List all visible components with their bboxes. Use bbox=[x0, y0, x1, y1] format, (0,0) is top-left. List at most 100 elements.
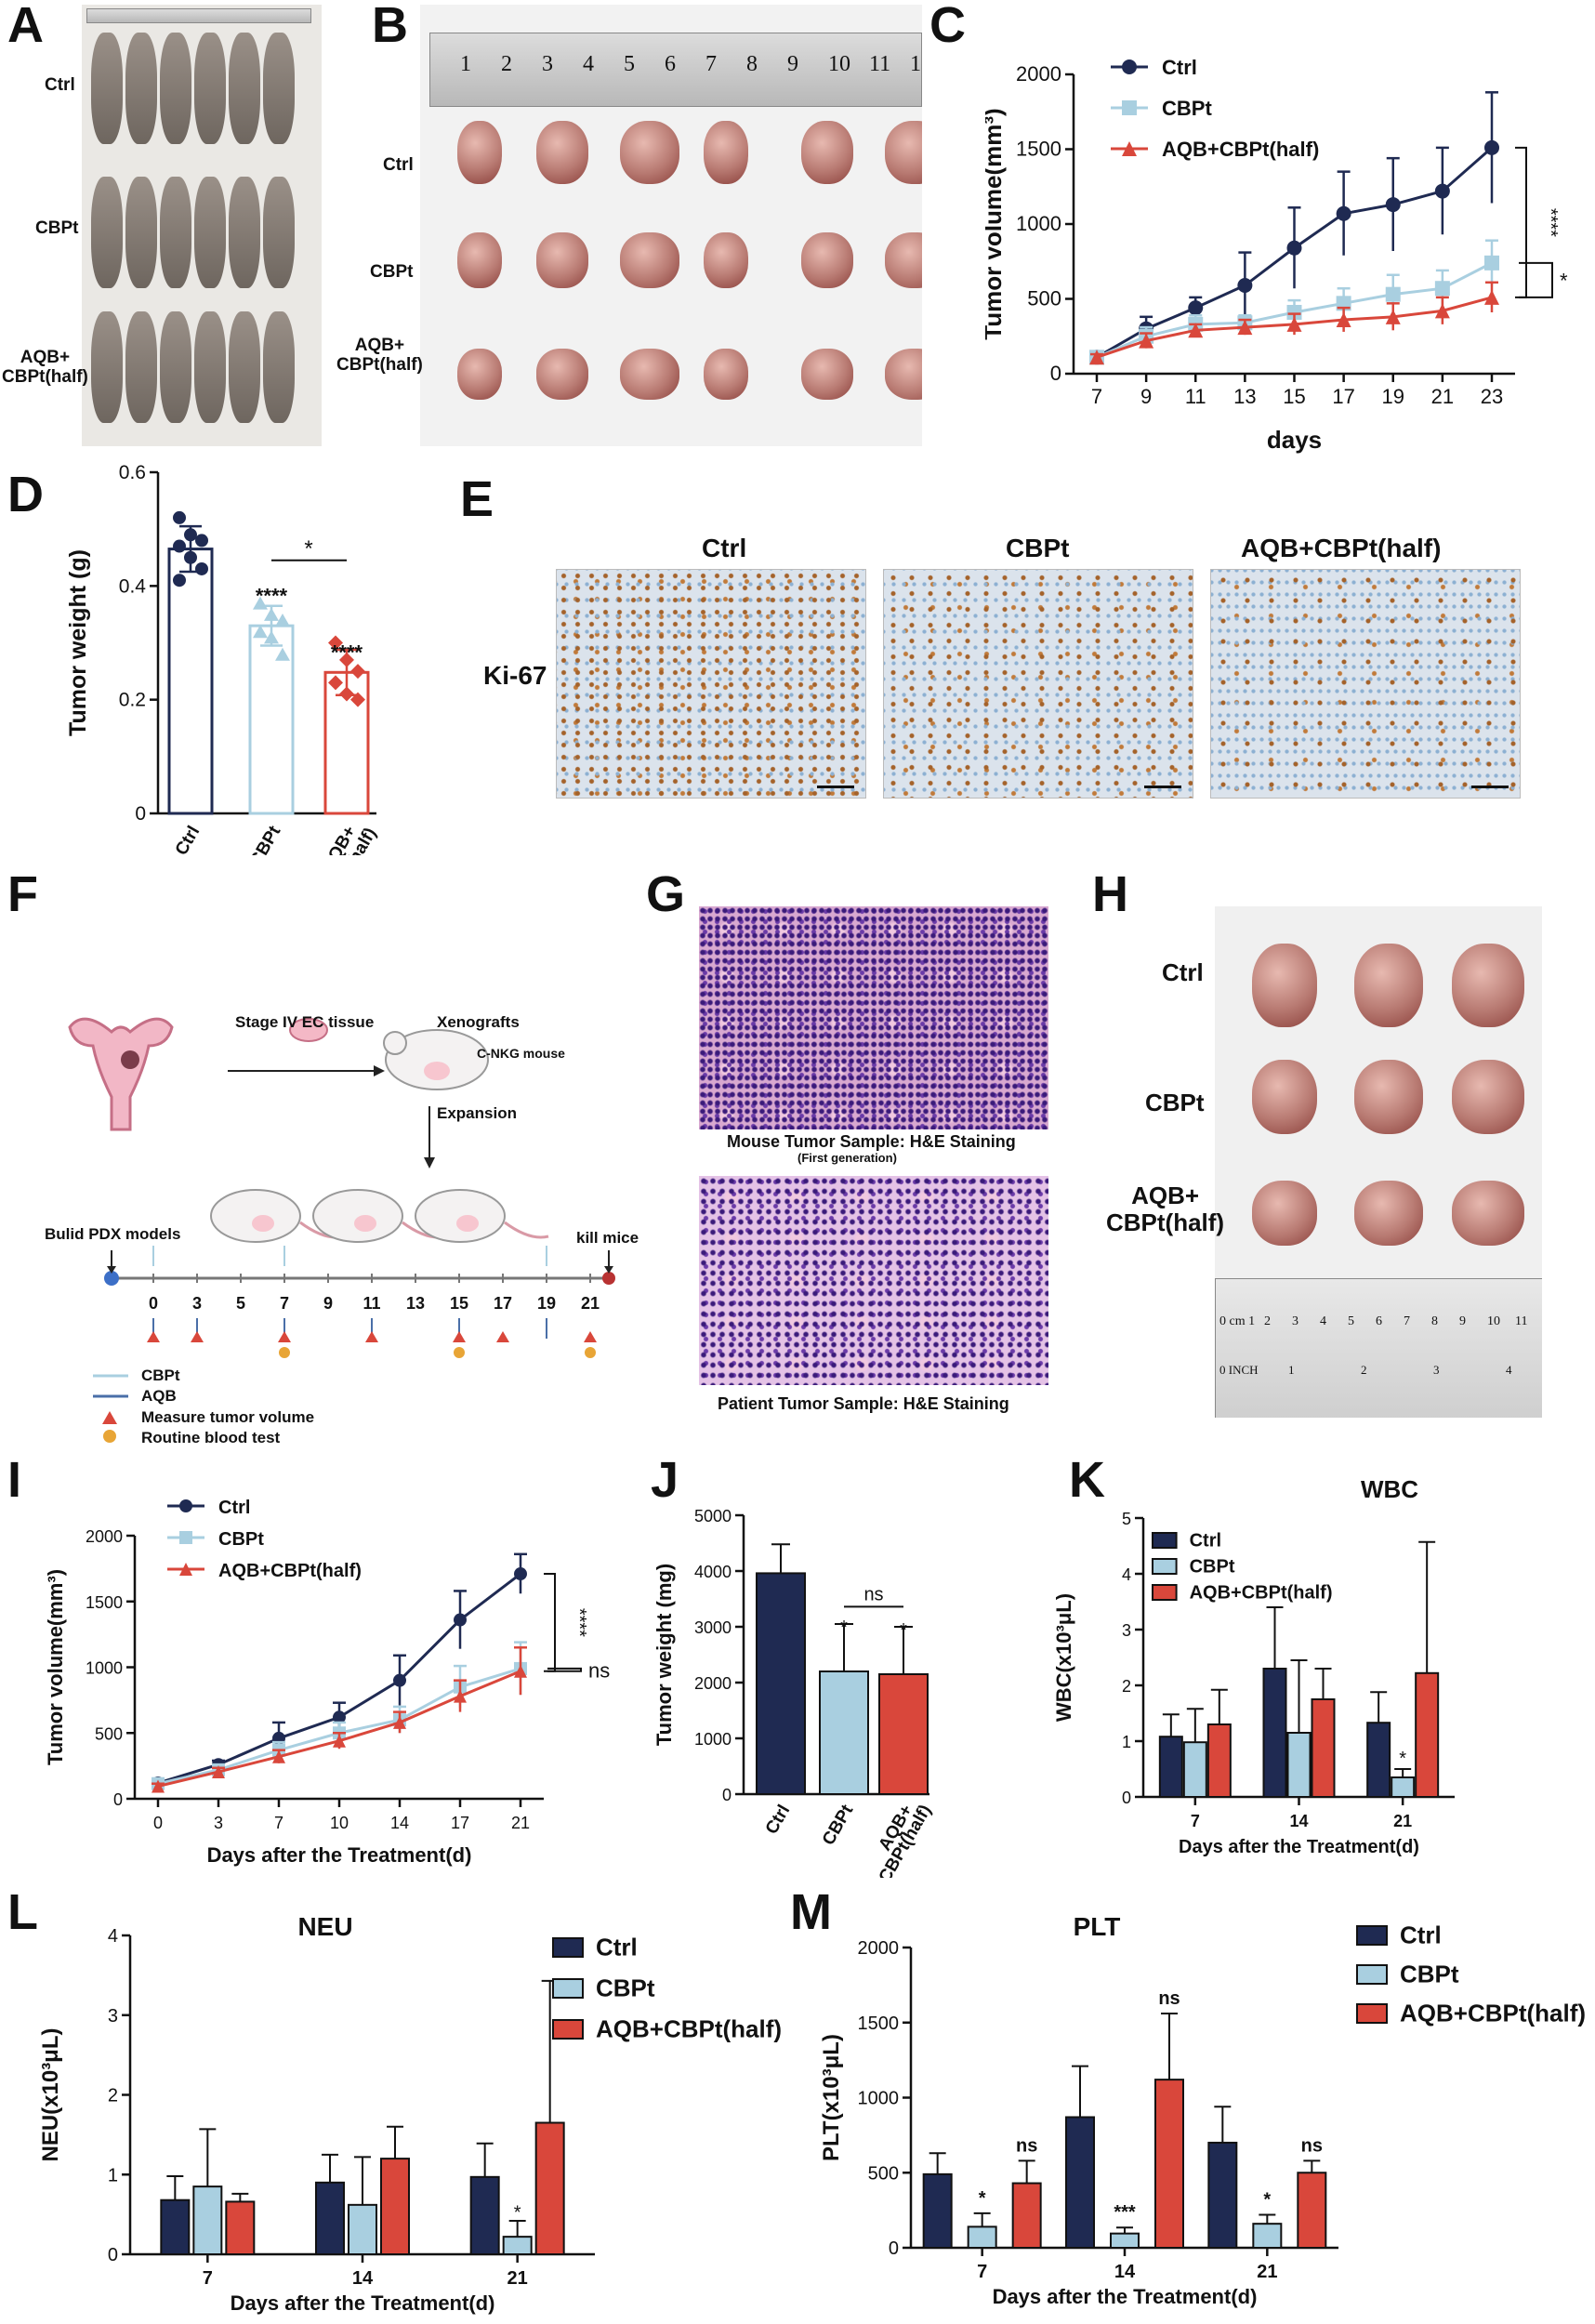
chart-j-tumor-weight: 0 1000 2000 3000 4000 5000 Tumor weight (mg) Ct… bbox=[652, 1507, 935, 1878]
bar bbox=[248, 624, 295, 815]
ruler-number: 11 bbox=[1515, 1314, 1528, 1328]
data-point bbox=[1336, 205, 1351, 221]
x-tick-label: 10 bbox=[330, 1814, 349, 1832]
legend-label: CBPt bbox=[1400, 1961, 1459, 1988]
series-0 bbox=[152, 1552, 527, 1790]
mouse-type-text: C-NKG mouse bbox=[477, 1046, 565, 1061]
panel-letter-k: K bbox=[1069, 1452, 1105, 1508]
tumors-label-aqb: AQB+ CBPt(half) bbox=[336, 336, 423, 375]
y-tick-label: 1000 bbox=[858, 2089, 900, 2109]
significance-label: * bbox=[1560, 269, 1568, 292]
timeline-end-dot bbox=[602, 1272, 615, 1285]
timeline-day-label: 9 bbox=[323, 1294, 333, 1313]
y-tick-label: 1000 bbox=[86, 1659, 123, 1678]
tumor bbox=[885, 349, 922, 400]
x-tick-label: 21 bbox=[1257, 2262, 1277, 2282]
measure-triangle bbox=[278, 1331, 291, 1342]
legend-marker bbox=[1122, 59, 1137, 74]
ruler-number: 10 bbox=[1487, 1314, 1500, 1328]
chart-title: PLT bbox=[1074, 1912, 1121, 1941]
data-point bbox=[173, 539, 186, 553]
ruler-number: 0 cm 1 bbox=[1219, 1314, 1256, 1328]
y-axis-title: Tumor volume(mm³) bbox=[985, 108, 1007, 339]
y-tick-label: 1 bbox=[108, 2165, 118, 2185]
tumor bbox=[620, 232, 679, 288]
bar bbox=[1110, 2232, 1140, 2250]
significance-label: * bbox=[304, 536, 312, 561]
legend-swatch bbox=[1356, 1925, 1388, 1946]
significance-label: ns bbox=[588, 1658, 610, 1682]
h-label-aqb: AQB+ CBPt(half) bbox=[1106, 1182, 1225, 1236]
significance-label: * bbox=[1399, 1749, 1406, 1769]
data-point bbox=[393, 1715, 406, 1729]
legend-marker bbox=[1122, 100, 1137, 115]
measure-triangle bbox=[147, 1331, 160, 1342]
y-tick-label: 0 bbox=[722, 1786, 732, 1804]
tumors-label-cbpt: CBPt bbox=[370, 262, 414, 282]
x-tick-label: 7 bbox=[1191, 1812, 1200, 1830]
y-tick-label: 3 bbox=[1122, 1621, 1131, 1640]
mouse-illustration bbox=[210, 1189, 301, 1243]
bar bbox=[756, 1572, 806, 1796]
panel-letter-b: B bbox=[372, 0, 408, 53]
x-tick-label: 21 bbox=[1431, 385, 1454, 408]
data-point bbox=[1188, 323, 1204, 338]
y-tick-label: 0.4 bbox=[119, 575, 147, 597]
y-tick-label: 2000 bbox=[1016, 62, 1061, 86]
panel-letter-h: H bbox=[1092, 866, 1128, 922]
data-point bbox=[1434, 303, 1450, 319]
ihc-col-ctrl: Ctrl bbox=[702, 534, 747, 562]
legend: Ctrl CBPt AQB+CBPt(half) bbox=[1356, 1921, 1586, 2027]
legend: Ctrl CBPt AQB+CBPt(half) bbox=[167, 1498, 362, 1581]
measure-triangle bbox=[453, 1331, 466, 1342]
bar bbox=[1154, 2079, 1184, 2249]
y-axis: 0 500 1000 1500 2000 Tumor volume(mm³) bbox=[985, 62, 1075, 385]
y-tick-label: 4 bbox=[1122, 1565, 1131, 1584]
y-axis-title: Tumor volume(mm³) bbox=[46, 1569, 67, 1765]
tumor bbox=[620, 121, 679, 184]
ruler-number: 8 bbox=[746, 52, 758, 76]
ruler-number: 3 bbox=[1292, 1314, 1298, 1328]
data-point bbox=[514, 1664, 527, 1678]
chart-c-tumor-volume: 0 500 1000 1500 2000 Tumor volume(mm³) 7 9 11 13 1… bbox=[985, 56, 1568, 454]
ruler-number: 2 bbox=[501, 52, 512, 76]
mice-label-aqb: AQB+ CBPt(half) bbox=[2, 348, 88, 387]
legend-label: Ctrl bbox=[1400, 1921, 1442, 1949]
y-tick-label: 3 bbox=[108, 2006, 118, 2027]
data-point bbox=[333, 1710, 346, 1724]
pdx-schematic-drawing: 0 3 5 7 9 11 13 15 17 19 21 bbox=[68, 1017, 615, 1443]
data-point bbox=[1484, 289, 1499, 305]
y-tick-label: 4000 bbox=[694, 1563, 732, 1581]
x-tick-label: 14 bbox=[352, 2268, 374, 2289]
mouse bbox=[263, 177, 295, 288]
ruler-number: 10 bbox=[828, 52, 850, 76]
y-axis: 0 500 1000 1500 2000 PLT(x10³μL) bbox=[819, 1938, 913, 2259]
he-caption-patient: Patient Tumor Sample: H&E Staining bbox=[718, 1394, 1009, 1413]
data-point bbox=[339, 686, 354, 702]
x-tick-label: 17 bbox=[1332, 385, 1354, 408]
data-point bbox=[152, 1779, 165, 1793]
mouse bbox=[91, 177, 123, 288]
legend: Ctrl CBPt AQB+CBPt(half) bbox=[1152, 1531, 1332, 1604]
legend-swatch bbox=[1356, 2003, 1388, 2024]
data-point bbox=[333, 1734, 346, 1748]
legend-marker bbox=[179, 1499, 192, 1512]
bar bbox=[1366, 1722, 1391, 1799]
x-axis-title: Days after the Treatment(d) bbox=[993, 2285, 1258, 2308]
x-tick-label: 13 bbox=[1233, 385, 1256, 408]
ruler-number: 1 bbox=[1288, 1363, 1295, 1377]
bar bbox=[192, 2185, 223, 2255]
bar bbox=[922, 2172, 953, 2249]
ruler-number: 8 bbox=[1431, 1314, 1438, 1328]
legend-marker bbox=[179, 1563, 192, 1576]
mouse bbox=[125, 311, 157, 423]
legend-cbpt-text: CBPt bbox=[141, 1367, 180, 1384]
ruler-number: 2 bbox=[1264, 1314, 1271, 1328]
bar bbox=[1252, 2223, 1283, 2250]
panel-letter-l: L bbox=[7, 1884, 38, 1940]
mouse bbox=[229, 177, 260, 288]
y-tick-label: 1500 bbox=[86, 1593, 123, 1612]
data-point bbox=[253, 596, 268, 610]
y-axis: 0 1 2 3 4 5 WBC(x10³μL) bbox=[1052, 1510, 1145, 1807]
